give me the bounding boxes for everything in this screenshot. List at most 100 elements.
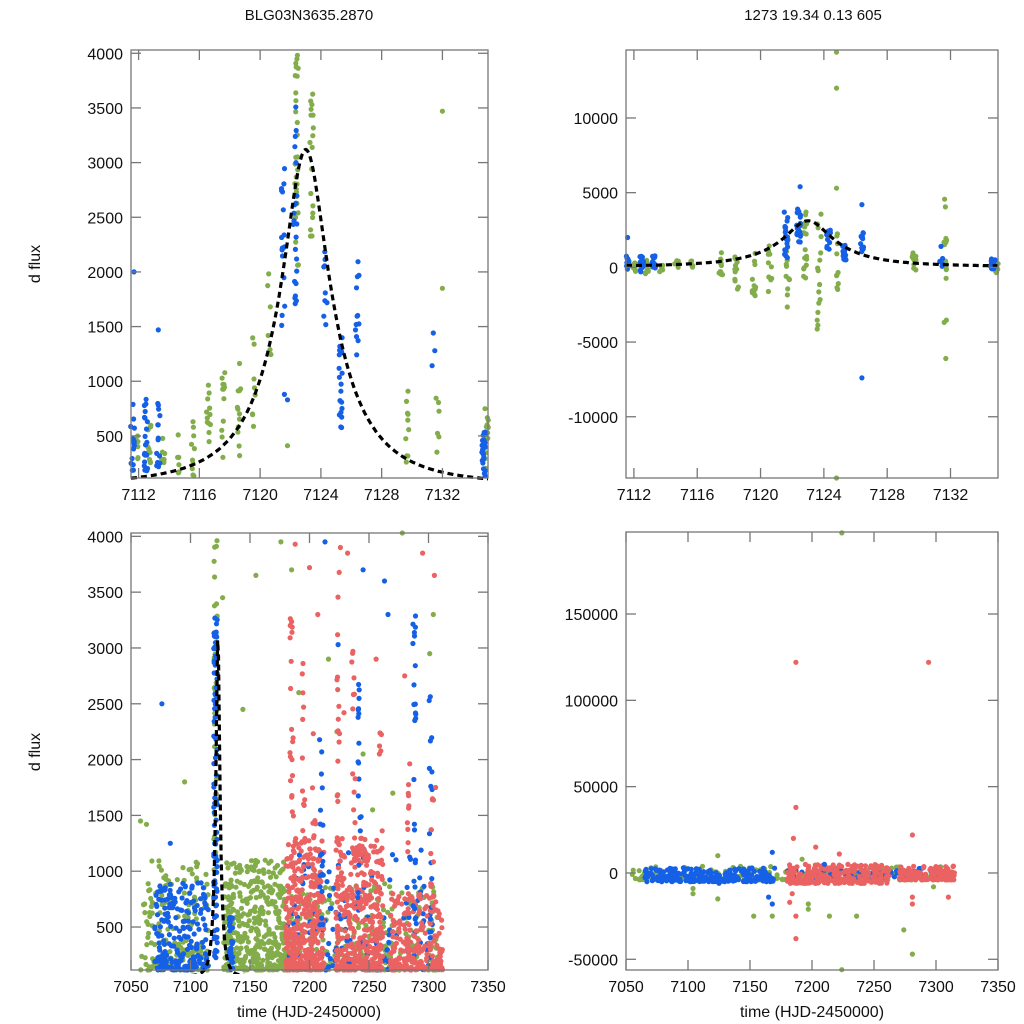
data-point-red: [376, 966, 382, 972]
data-point-red: [872, 879, 878, 885]
data-point-green: [434, 449, 440, 455]
data-point-red: [344, 934, 351, 940]
data-point-red: [342, 908, 348, 914]
data-point-blue: [163, 917, 169, 923]
data-point-red: [287, 750, 293, 756]
data-point-blue: [344, 938, 350, 944]
data-point-green: [182, 779, 188, 785]
y-tick-label: 2500: [87, 210, 123, 227]
data-point-red: [321, 926, 327, 932]
data-point-green: [749, 276, 756, 282]
data-point-blue: [325, 964, 332, 970]
data-points: [137, 530, 446, 974]
data-point-green: [719, 272, 726, 278]
data-point-blue: [195, 880, 201, 886]
data-point-green: [399, 890, 405, 896]
data-point-red: [434, 942, 440, 949]
data-point-red: [352, 820, 358, 826]
data-point-blue: [292, 246, 298, 252]
data-point-green: [214, 538, 220, 544]
data-point-red: [288, 658, 294, 664]
data-point-blue: [796, 239, 802, 245]
data-point-red: [413, 947, 419, 954]
data-point-green: [403, 931, 409, 937]
data-point-blue: [280, 207, 286, 213]
data-point-green: [238, 386, 244, 392]
data-point-green: [237, 960, 243, 966]
data-point-red: [287, 778, 294, 784]
data-point-red: [292, 541, 298, 547]
data-point-green: [174, 877, 180, 883]
data-point-red: [376, 743, 383, 749]
data-point-green: [405, 417, 411, 423]
data-point-green: [180, 865, 186, 871]
data-point-green: [835, 281, 841, 287]
data-point-red: [378, 891, 384, 897]
data-point-blue: [156, 896, 162, 902]
data-point-blue: [155, 327, 161, 333]
data-point-blue: [296, 852, 302, 858]
data-point-green: [205, 382, 211, 388]
data-point-blue: [699, 869, 705, 876]
x-tick-label: 7250: [856, 979, 892, 996]
data-point-blue: [330, 963, 336, 969]
data-point-green: [193, 859, 199, 865]
data-point-green: [147, 460, 153, 466]
data-point-green: [273, 874, 279, 880]
data-point-blue: [317, 884, 323, 890]
data-point-green: [258, 889, 264, 895]
x-tick-label: 7116: [680, 487, 715, 504]
data-point-blue: [330, 926, 336, 932]
data-point-red: [414, 942, 420, 948]
data-point-blue: [411, 878, 417, 884]
data-point-blue: [356, 862, 362, 868]
data-point-red: [900, 869, 906, 875]
data-point-red: [377, 942, 383, 948]
data-point-blue: [279, 322, 285, 328]
data-point-red: [433, 784, 439, 791]
data-point-green: [257, 893, 263, 899]
data-point-red: [822, 872, 828, 878]
data-point-blue: [411, 827, 418, 833]
data-point-red: [808, 878, 814, 884]
data-point-red: [319, 893, 325, 899]
data-point-green: [370, 807, 376, 813]
data-point-red: [341, 710, 347, 716]
data-point-blue: [708, 870, 715, 876]
data-point-blue: [479, 437, 486, 444]
data-point-blue: [430, 330, 436, 336]
data-point-blue: [337, 916, 344, 922]
data-point-green: [259, 880, 265, 886]
data-point-blue: [326, 940, 332, 947]
data-point-red: [404, 957, 410, 963]
data-point-red: [818, 875, 824, 881]
data-point-red: [296, 857, 303, 863]
data-point-red: [874, 870, 880, 876]
data-point-red: [283, 940, 290, 946]
data-point-green: [205, 396, 211, 402]
data-point-green: [310, 125, 316, 131]
data-point-blue: [644, 879, 650, 885]
data-point-red: [429, 953, 435, 959]
data-point-blue: [292, 293, 298, 299]
data-point-red: [803, 873, 810, 879]
data-point-red: [299, 887, 305, 893]
data-point-red: [827, 865, 833, 871]
data-point-blue: [404, 884, 410, 891]
data-point-blue: [200, 891, 207, 898]
data-point-red: [368, 843, 374, 849]
data-point-blue: [651, 263, 658, 269]
data-point-blue: [198, 907, 204, 913]
data-point-blue: [155, 435, 161, 441]
data-point-blue: [421, 883, 427, 890]
data-point-red: [869, 874, 876, 880]
data-point-blue: [200, 885, 206, 891]
data-point-red: [836, 851, 842, 857]
data-point-blue: [637, 267, 643, 273]
data-point-red: [377, 860, 383, 866]
data-point-red: [431, 572, 437, 579]
data-point-blue: [322, 263, 328, 269]
data-point-green: [406, 427, 412, 433]
data-point-blue: [412, 701, 418, 707]
data-point-blue: [859, 375, 865, 381]
